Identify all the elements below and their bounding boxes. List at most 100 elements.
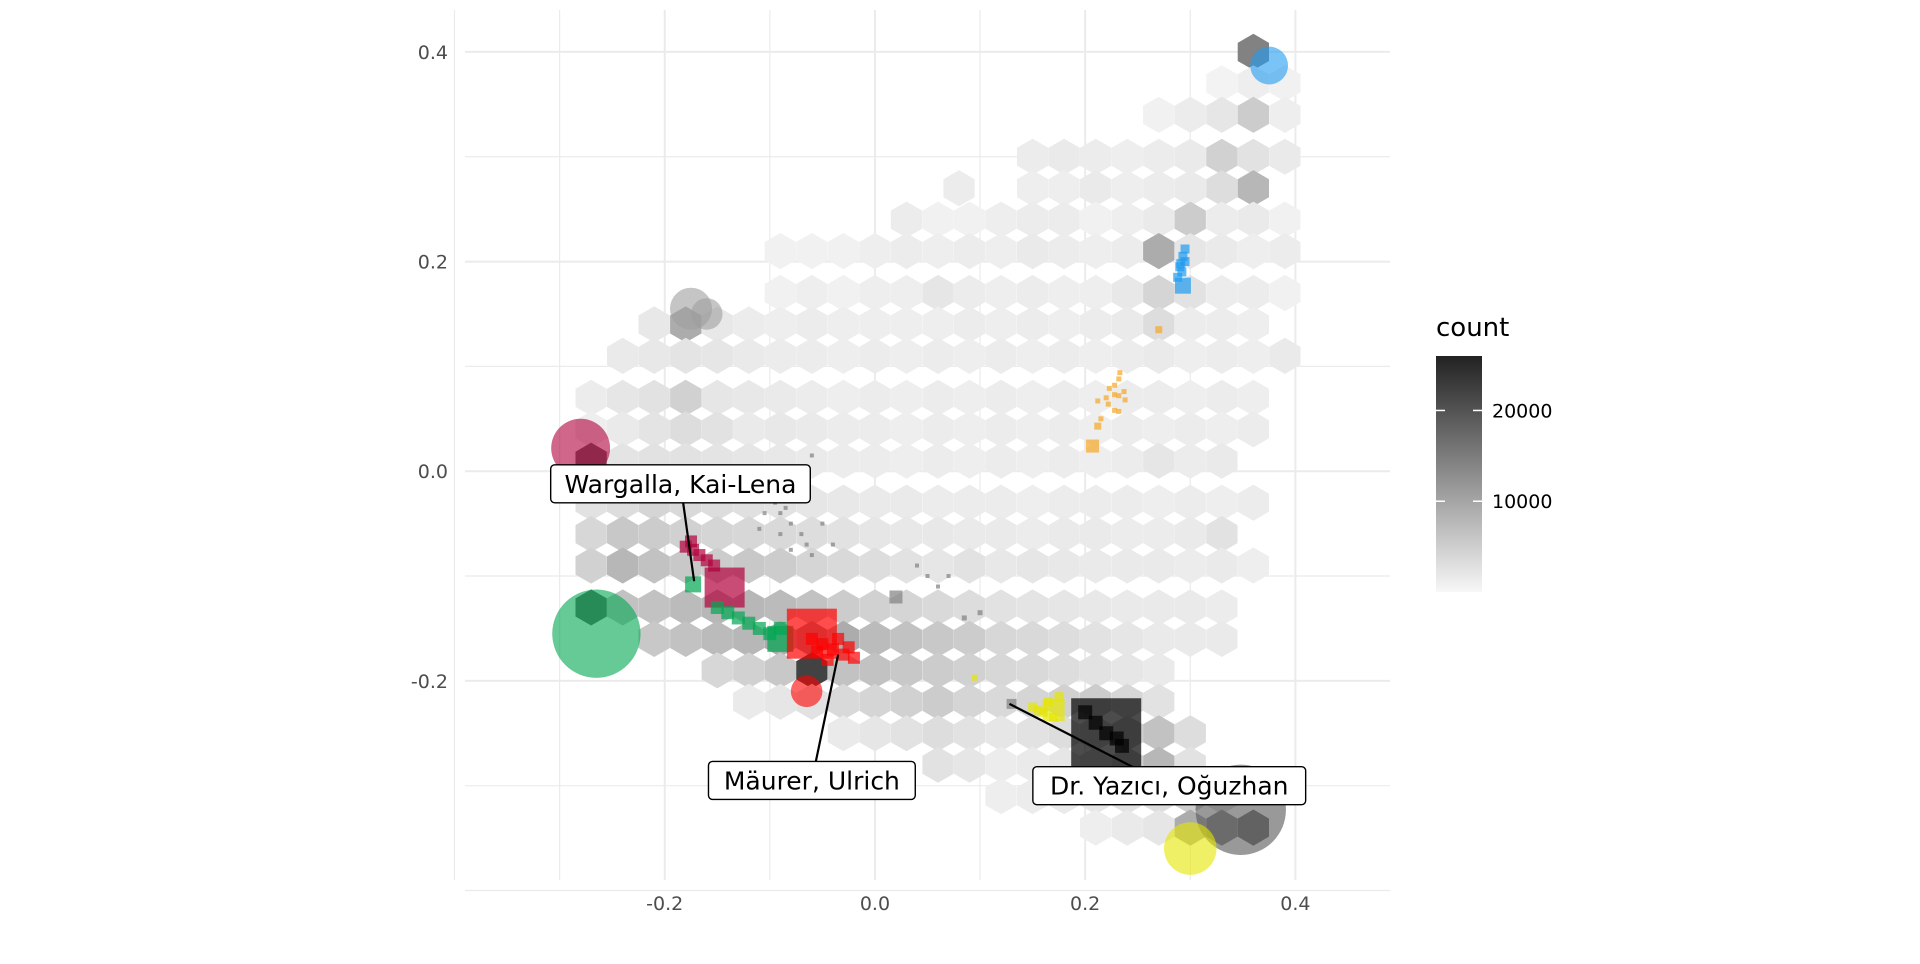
hex-bin (670, 337, 702, 374)
hex-bin (1048, 233, 1080, 270)
hex-bin (827, 274, 860, 312)
hex-bin (859, 337, 891, 374)
hex-bin (1048, 274, 1080, 312)
hex-bin (922, 201, 954, 238)
data-point (809, 453, 814, 458)
data-point (778, 511, 783, 516)
data-point (731, 611, 745, 625)
hex-bin (985, 746, 1017, 783)
hex-bin (890, 201, 923, 238)
hex-bin (1237, 547, 1269, 584)
hex-bin (943, 170, 975, 207)
data-point (1180, 244, 1190, 254)
hex-bin (985, 516, 1017, 553)
data-point (762, 511, 767, 516)
highlight-circle (552, 589, 641, 678)
hex-bin (922, 652, 954, 689)
hex-bin (796, 337, 828, 374)
hex-bin (953, 411, 986, 448)
data-point (1117, 370, 1123, 376)
hex-bin (1174, 337, 1206, 374)
data-point (1116, 393, 1122, 399)
hex-bin (985, 620, 1017, 657)
hex-bin (953, 746, 986, 783)
hex-bin (1017, 442, 1049, 479)
hex-bin (764, 379, 796, 416)
hex-bin (1017, 589, 1049, 626)
hex-bin (1206, 442, 1238, 479)
hex-bin (1048, 547, 1080, 584)
data-point (1098, 416, 1104, 422)
data-point (809, 553, 814, 558)
highlight-circle (1164, 822, 1217, 875)
hex-bin (1048, 306, 1080, 343)
hex-bin (1111, 337, 1143, 374)
data-point (804, 542, 809, 547)
hex-bin (985, 306, 1017, 343)
annotations: Wargalla, Kai-Lena Mäurer, Ulrich Dr. Yazı… (549, 464, 1307, 806)
hex-bin (1017, 652, 1049, 689)
hex-bin (985, 337, 1017, 374)
hex-bin (1206, 233, 1238, 270)
hex-bin (953, 547, 986, 584)
data-point (820, 521, 825, 526)
hex-bin (1206, 306, 1238, 343)
hex-bin (1048, 484, 1080, 521)
hex-bin (827, 516, 860, 553)
hex-bin (859, 589, 891, 626)
hex-bin (859, 233, 891, 270)
hex-bin (1174, 379, 1206, 416)
data-point (1122, 397, 1128, 403)
hex-bin (1017, 379, 1049, 416)
hex-bin (607, 411, 639, 448)
hex-bin (796, 411, 828, 448)
hex-bin (953, 715, 986, 752)
hex-bin (985, 589, 1017, 626)
hex-bin (1143, 201, 1175, 238)
data-point (1042, 699, 1065, 722)
hex-bin (1111, 442, 1143, 479)
hex-bin (1174, 547, 1206, 584)
hex-bin (1174, 138, 1206, 175)
hex-bin (1174, 589, 1206, 626)
hex-bin (985, 411, 1017, 448)
data-point (1174, 277, 1191, 294)
hex-bin (859, 411, 891, 448)
hex-bin (1206, 201, 1238, 238)
hex-bin (1080, 652, 1112, 689)
hex-bin (607, 379, 639, 416)
highlight-circle (790, 675, 823, 708)
data-point (1121, 389, 1127, 395)
hex-bin (922, 715, 954, 752)
hex-bin (953, 337, 986, 374)
hex-bin (859, 652, 891, 689)
hex-bin (985, 233, 1017, 270)
hex-bin (1017, 411, 1049, 448)
data-point (1112, 382, 1118, 388)
data-point (1112, 407, 1118, 413)
annotation-label: Dr. Yazıcı, Oğuzhan (1050, 772, 1288, 801)
hex-bin (1048, 589, 1080, 626)
hex-bin (922, 411, 954, 448)
data-point (1177, 267, 1187, 277)
data-point (925, 574, 930, 579)
hex-bin (1206, 379, 1238, 416)
hex-bin (733, 306, 765, 343)
data-point (1071, 698, 1142, 769)
hex-bin (953, 589, 986, 626)
hex-bin (764, 233, 796, 270)
data-point (1155, 326, 1163, 334)
hex-bin (1174, 201, 1206, 238)
hex-bin (1111, 547, 1143, 584)
hex-bin (1143, 715, 1175, 752)
hex-bin (985, 484, 1017, 521)
hex-bin (1048, 442, 1080, 479)
data-point (783, 505, 788, 510)
y-tick-label: 0.4 (418, 42, 448, 64)
hex-bin (922, 683, 954, 720)
hex-bin (607, 337, 639, 374)
hex-bin (1206, 337, 1238, 374)
hex-bin (1143, 233, 1175, 270)
hex-bin (1111, 411, 1143, 448)
